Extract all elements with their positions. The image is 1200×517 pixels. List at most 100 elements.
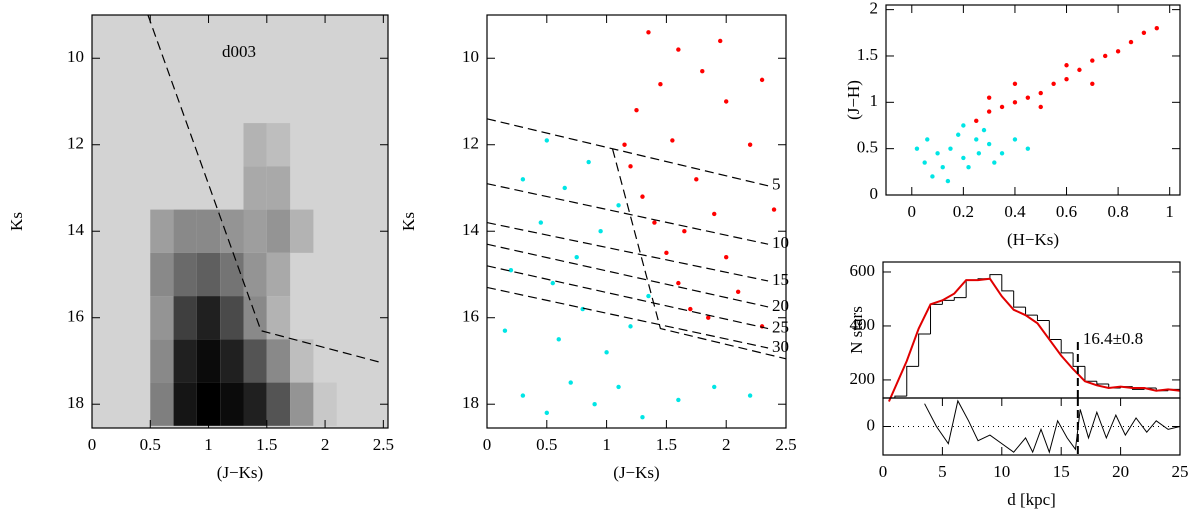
- point: [940, 164, 945, 170]
- density-cell: [243, 166, 267, 210]
- point: [914, 146, 920, 151]
- x-axis-label: (J−Ks): [217, 463, 263, 482]
- density-cell: [220, 296, 244, 340]
- density-cell: [266, 296, 291, 340]
- y-tick-label: 10: [67, 47, 84, 66]
- histogram-step: [1096, 381, 1109, 385]
- point: [956, 132, 961, 137]
- histogram-step: [1036, 315, 1050, 322]
- y-tick-label: 0: [870, 184, 879, 203]
- point: [1012, 81, 1018, 86]
- density-cell: [243, 252, 267, 297]
- point: [538, 220, 544, 225]
- density-cell: [196, 382, 221, 426]
- dashed-line: [486, 221, 769, 282]
- point: [616, 203, 621, 208]
- y-tick-label: 200: [850, 369, 876, 388]
- point: [724, 254, 729, 260]
- x-tick-label: 0.2: [953, 202, 974, 221]
- point: [556, 337, 561, 342]
- point: [718, 38, 723, 44]
- point: [520, 177, 526, 182]
- point: [1115, 49, 1121, 54]
- y-tick-label: 0.5: [857, 138, 878, 157]
- histogram-step: [965, 279, 979, 298]
- x-tick-label: 0.4: [1004, 202, 1026, 221]
- y-tick-label: 12: [67, 134, 84, 153]
- point: [586, 159, 591, 165]
- density-cell: [220, 209, 244, 253]
- x-tick-label: 0.8: [1107, 202, 1128, 221]
- residual-line: [924, 399, 1181, 454]
- x-tick-label: 5: [938, 462, 947, 481]
- point: [1012, 100, 1018, 105]
- point: [628, 324, 633, 329]
- y-axis-label: Ks: [7, 212, 26, 231]
- y-tick-label: 12: [462, 134, 479, 153]
- density-cell: [243, 123, 267, 167]
- point: [1154, 25, 1159, 31]
- dashed-line: [612, 148, 787, 360]
- point: [640, 194, 645, 199]
- histogram-step: [906, 365, 919, 397]
- y-tick-label: 400: [850, 315, 876, 334]
- point: [544, 410, 549, 416]
- density-cell: [196, 252, 221, 297]
- density-cell: [220, 339, 244, 383]
- density-cell: [173, 382, 197, 426]
- point: [747, 393, 753, 398]
- histogram-step: [953, 297, 967, 301]
- point: [688, 306, 693, 312]
- x-tick-label: 25: [1172, 462, 1189, 481]
- point: [676, 280, 681, 286]
- point: [604, 350, 609, 355]
- point: [1025, 146, 1031, 151]
- point: [580, 306, 585, 312]
- x-tick-label: 0: [88, 435, 97, 454]
- point: [1090, 58, 1095, 63]
- density-cell: [196, 209, 221, 253]
- x-tick-label: 10: [993, 462, 1010, 481]
- density-cell: [196, 296, 221, 340]
- point: [1051, 81, 1056, 86]
- point: [986, 109, 992, 114]
- histogram-step: [1084, 366, 1097, 382]
- point: [948, 146, 953, 151]
- point: [747, 142, 753, 147]
- y-tick-label: 1: [870, 91, 879, 110]
- y-tick-label: 10: [462, 47, 479, 66]
- histogram-step: [941, 299, 955, 305]
- histogram-step: [1060, 339, 1074, 354]
- point: [658, 81, 663, 87]
- point: [574, 254, 579, 260]
- point: [961, 155, 966, 161]
- x-tick-label: 2: [321, 435, 330, 454]
- point: [966, 164, 971, 170]
- point: [1012, 137, 1018, 142]
- point: [976, 151, 982, 156]
- point: [616, 384, 621, 390]
- plot-frame: [882, 397, 1181, 456]
- x-tick-label: 0: [908, 202, 917, 221]
- point: [562, 185, 567, 191]
- point: [759, 77, 765, 83]
- point: [676, 47, 681, 52]
- point: [592, 402, 597, 407]
- y-tick-label: 18: [462, 393, 479, 412]
- x-tick-label: 0.5: [536, 435, 557, 454]
- density-cell: [266, 209, 291, 253]
- line-label: 10: [772, 233, 789, 252]
- line-label: 25: [772, 317, 789, 336]
- point: [922, 160, 927, 165]
- dashed-line: [486, 118, 769, 187]
- density-cell: [150, 209, 174, 253]
- x-tick-label: 1: [204, 435, 213, 454]
- point: [550, 280, 555, 286]
- point: [986, 95, 992, 100]
- density-cell: [150, 382, 174, 426]
- point: [1077, 67, 1082, 73]
- y-tick-label: 16: [67, 307, 84, 326]
- histogram-step: [1025, 307, 1038, 316]
- x-axis-label: (H−Ks): [1007, 230, 1059, 249]
